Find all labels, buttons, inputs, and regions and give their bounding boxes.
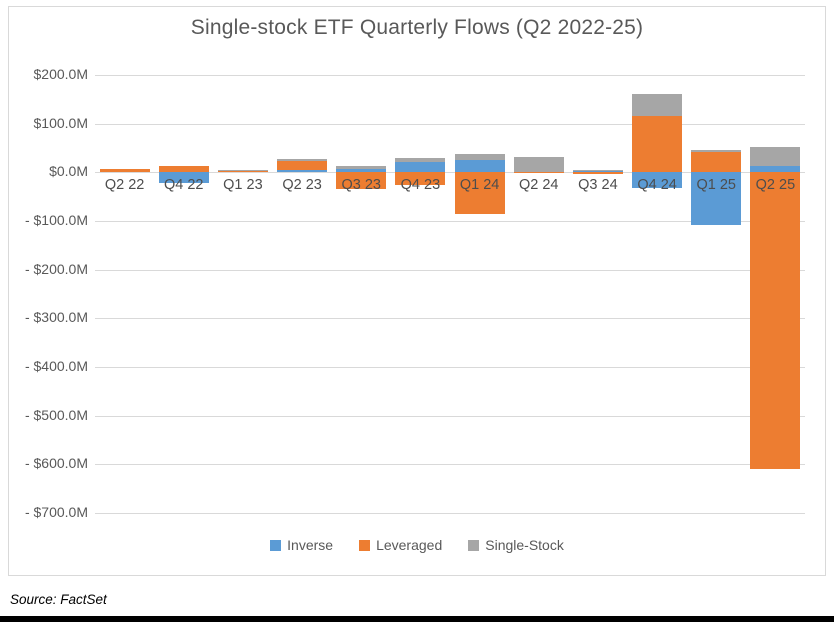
x-category-label: Q3 24 — [578, 177, 618, 194]
x-category-label: Q1 24 — [459, 177, 500, 194]
y-axis-labels: $200.0M $100.0M $0.0M - $100.0M - $200.0M - $… — [0, 0, 88, 622]
bar-segment-single-stock — [632, 94, 683, 117]
bar-segment-inverse — [750, 166, 801, 173]
bar-segment-leveraged — [454, 172, 505, 214]
bottom-black-bar — [0, 616, 834, 622]
y-tick-label: - $100.0M — [24, 212, 88, 228]
gridline — [95, 123, 805, 125]
x-category-label: Q1 25 — [696, 177, 736, 194]
x-category-label: Q2 25 — [755, 177, 796, 194]
x-category-label: Q2 23 — [282, 177, 322, 194]
gridline — [95, 75, 805, 76]
legend-swatch — [359, 539, 371, 551]
bar-segment-leveraged — [632, 116, 683, 173]
bar-segment-inverse — [572, 170, 623, 173]
bar-segment-inverse — [632, 172, 683, 189]
gridlines — [95, 75, 805, 514]
bars — [95, 75, 805, 513]
y-tick-label: - $600.0M — [24, 455, 88, 472]
source-note: Source: FactSet — [10, 592, 107, 607]
bar-segment-single-stock — [217, 169, 268, 172]
x-labels: Q2 22 Q4 22 Q1 23 Q2 23 Q3 23 Q4 23 Q1 24 Q2 24… — [95, 75, 805, 513]
chart-title: Single-stock ETF Quarterly Flows (Q2 202… — [190, 16, 644, 39]
bar-segment-leveraged — [691, 152, 742, 173]
gridline — [95, 318, 805, 320]
chart-frame — [8, 6, 826, 576]
y-tick-label: - $700.0M — [24, 504, 88, 520]
legend-label: Single-Stock — [485, 537, 564, 553]
plot-area: Q2 22 Q4 22 Q1 23 Q2 23 Q3 23 Q4 23 Q1 24 Q2 24… — [95, 75, 805, 514]
bar-segment-single-stock — [277, 158, 328, 161]
legend-label: Inverse — [287, 537, 334, 553]
bar-segment-leveraged — [336, 172, 387, 189]
x-category-label: Q4 24 — [637, 177, 677, 194]
bar-segment-single-stock — [513, 156, 564, 172]
bar-segment-inverse — [158, 172, 209, 184]
x-category-label: Q2 24 — [518, 177, 559, 194]
bar-segment-leveraged — [277, 160, 328, 170]
bar-segment-leveraged — [750, 172, 801, 470]
gridline — [95, 464, 805, 466]
y-tick-label: $100.0M — [33, 114, 88, 131]
bar-segment-single-stock — [750, 146, 801, 167]
legend-swatch — [270, 539, 282, 551]
legend-item-inverse: Inverse — [270, 537, 333, 553]
bar-segment-leveraged — [572, 172, 623, 174]
bar-segment-single-stock — [691, 149, 742, 153]
x-category-label: Q1 23 — [223, 177, 263, 194]
gridline — [95, 269, 805, 271]
y-tick-label: - $500.0M — [24, 406, 88, 423]
bar-segment-inverse — [395, 161, 446, 173]
x-category-label: Q4 22 — [163, 177, 204, 194]
bar-segment-leveraged — [217, 171, 268, 173]
bar-segment-inverse — [454, 160, 505, 173]
gridline — [95, 221, 805, 222]
bar-segment-single-stock — [572, 169, 623, 171]
bar-segment-single-stock — [454, 154, 505, 161]
bar-segment-leveraged — [99, 169, 150, 173]
y-tick-label: - $200.0M — [24, 260, 88, 277]
x-category-label: Q3 23 — [341, 177, 381, 194]
gridline — [95, 172, 805, 174]
x-category-label: Q2 22 — [104, 177, 145, 194]
bar-segment-single-stock — [395, 157, 446, 162]
y-tick-label: $0.0M — [49, 163, 88, 180]
legend: Inverse Leveraged Single-Stock — [8, 537, 826, 553]
bar-segment-leveraged — [395, 172, 446, 185]
bar-segment-leveraged — [158, 165, 209, 173]
y-tick-label: - $300.0M — [24, 309, 88, 326]
gridline — [95, 367, 805, 368]
y-tick-label: $200.0M — [33, 66, 88, 82]
bar-segment-inverse — [336, 169, 387, 173]
y-tick-label: - $400.0M — [24, 358, 88, 374]
legend-swatch — [468, 539, 480, 551]
legend-item-leveraged: Leveraged — [359, 537, 442, 553]
gridline — [95, 513, 805, 514]
gridline — [95, 415, 805, 417]
bar-segment-single-stock — [336, 165, 387, 170]
bar-segment-leveraged — [513, 172, 564, 174]
bar-segment-inverse — [691, 172, 742, 225]
legend-label: Leveraged — [376, 537, 443, 553]
legend-item-single-stock: Single-Stock — [468, 537, 564, 553]
x-category-label: Q4 23 — [400, 177, 441, 194]
bar-segment-inverse — [277, 169, 328, 173]
